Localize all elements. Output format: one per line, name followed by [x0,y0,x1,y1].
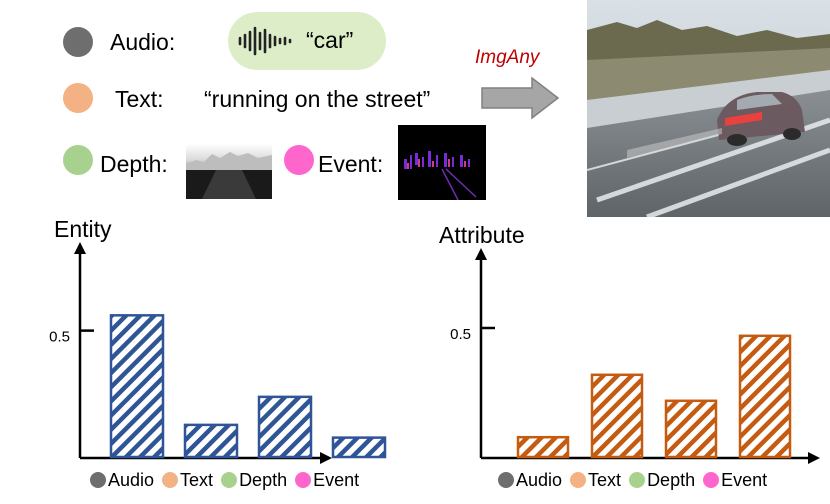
legend-dot-depth [221,472,238,488]
y-axis-arrow-entity [74,242,86,254]
legend-dot-audio [90,472,106,488]
bar-attribute-event [738,334,792,459]
bar-attribute-audio [516,435,570,459]
bar-entity-text [183,423,239,459]
audio-waveform-icon [238,26,292,56]
bar-attribute-depth [664,399,718,459]
audio-label: Audio: [110,29,176,55]
legend-item-depth: Depth [221,470,295,491]
bar-entity-audio [109,314,165,459]
x-axis-arrow-attribute [808,452,820,464]
legend-dot-event [703,472,720,488]
legend-item-text: Text [162,470,221,491]
y-tick-label-attribute: 0.5 [450,326,471,343]
legend-attribute: Audio Text Depth Event [498,468,767,492]
event-label: Event: [318,151,384,177]
depth-dot [63,145,93,175]
x-axis-arrow-entity [320,452,332,464]
legend-item-event: Event [703,470,767,491]
text-value: “running on the street” [204,86,431,112]
legend-item-text: Text [570,470,629,491]
bar-attribute-text [590,373,644,459]
legend-item-depth: Depth [629,470,703,491]
legend-dot-audio [498,472,514,488]
legend-dot-text [162,472,179,488]
y-tick-label-entity: 0.5 [49,329,70,346]
depth-map-thumbnail [186,144,272,199]
legend-item-audio: Audio [90,470,162,491]
legend-dot-text [570,472,587,488]
generated-car-image [587,0,830,217]
event-map-thumbnail [398,125,486,200]
text-dot [63,83,93,113]
legend-item-audio: Audio [498,470,570,491]
bar-entity-depth [257,395,313,459]
legend-dot-depth [629,472,646,488]
bar-entity-event [331,436,387,459]
legend-item-event: Event [295,470,359,491]
text-label: Text: [115,86,164,112]
model-name: ImgAny [475,47,540,68]
right-arrow-icon [481,76,560,120]
legend-dot-event [295,472,312,488]
chart-title-attribute: Attribute [439,222,525,248]
legend-entity: Audio Text Depth Event [90,468,359,492]
chart-title-entity: Entity [54,216,112,242]
y-axis-arrow-attribute [475,248,487,260]
event-dot [284,145,314,175]
audio-dot [63,27,93,57]
audio-value: “car” [306,27,354,53]
depth-label: Depth: [100,151,168,177]
